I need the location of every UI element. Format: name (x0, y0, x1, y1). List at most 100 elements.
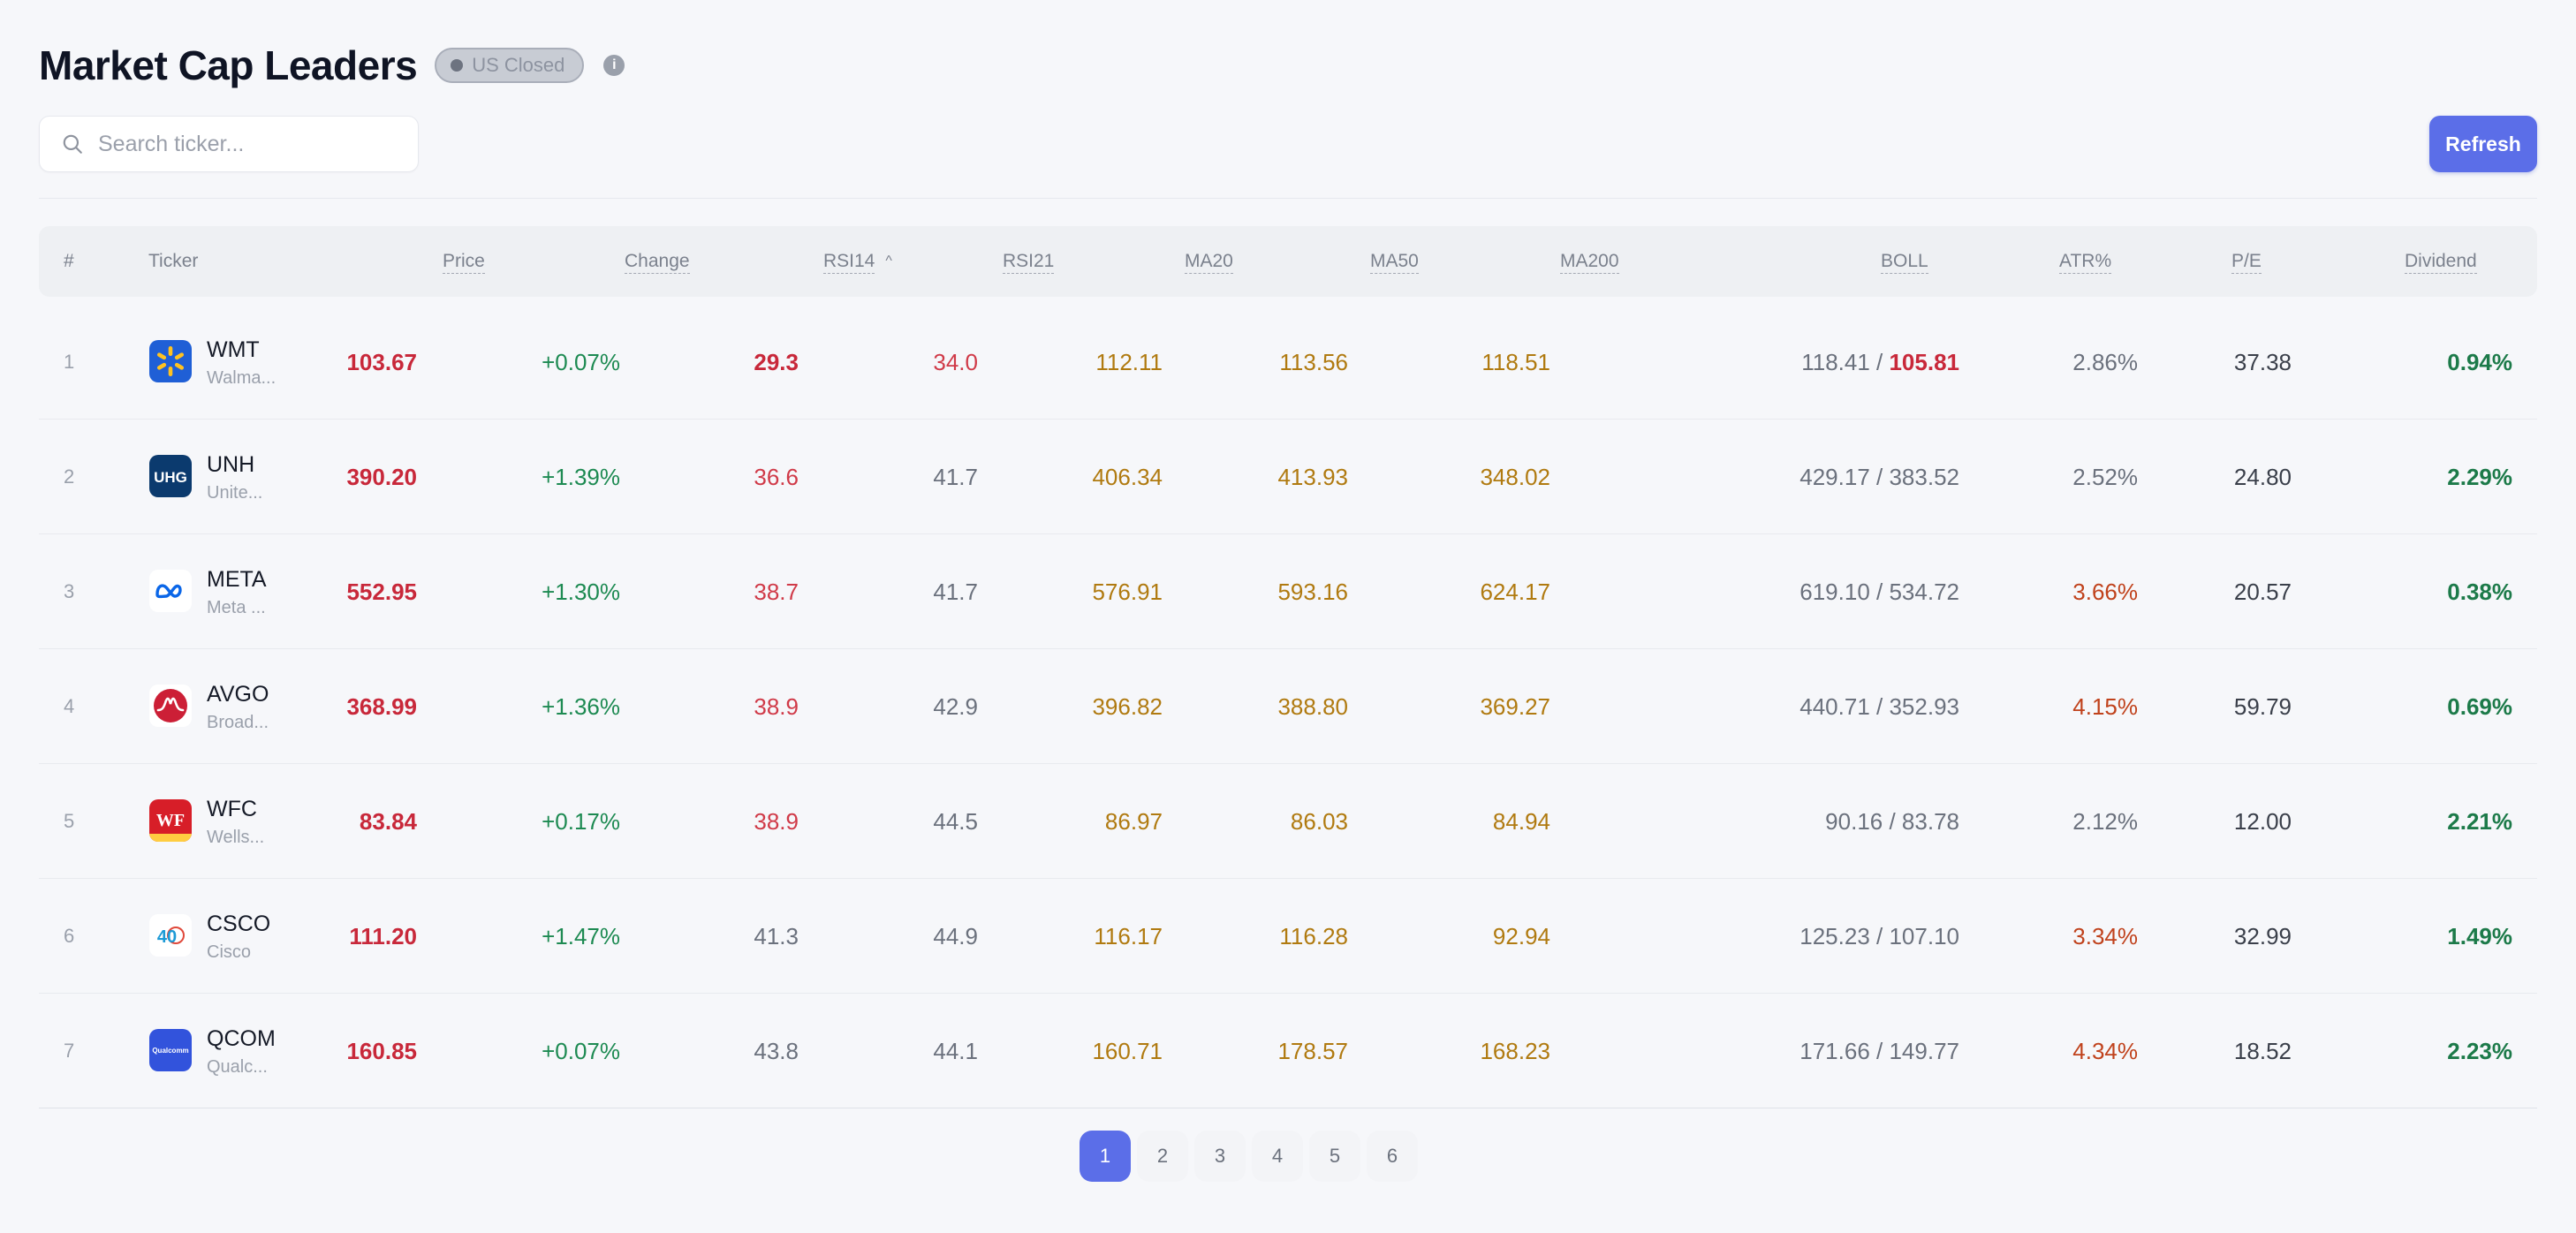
dividend-cell: 2.23% (2447, 1038, 2512, 1064)
ma200-cell: 92.94 (1492, 923, 1550, 949)
market-status-label: US Closed (472, 54, 565, 76)
change-cell: +1.47% (542, 923, 620, 949)
price-cell: 160.85 (346, 1038, 417, 1064)
refresh-button[interactable]: Refresh (2429, 116, 2537, 172)
ma20-cell: 396.82 (1092, 693, 1163, 720)
column-header-ma50-label: MA50 (1370, 251, 1419, 274)
column-header-pe[interactable]: P/E (2231, 226, 2262, 297)
change-cell: +0.07% (542, 1038, 620, 1064)
boll-cell: 90.16 / 83.78 (1825, 764, 1959, 879)
table-row[interactable]: 3 META Meta ... 552.95 +1.30% 38.7 41.7 … (39, 534, 2537, 649)
ticker-symbol: AVGO (207, 682, 269, 707)
boll-upper: 440.71 (1799, 693, 1870, 720)
dividend-cell: 2.29% (2447, 464, 2512, 490)
rsi14-cell: 38.9 (754, 808, 799, 835)
boll-upper: 125.23 (1799, 923, 1870, 949)
dividend-cell: 0.69% (2447, 693, 2512, 720)
column-header-pe-label: P/E (2231, 251, 2262, 274)
table-row[interactable]: 5 WF WFC Wells... 83.84 +0.17% 38.9 44.5… (39, 764, 2537, 879)
change-cell: +1.30% (542, 579, 620, 605)
column-header-price[interactable]: Price (443, 226, 485, 297)
table-row[interactable]: 2 UHG UNH Unite... 390.20 +1.39% 36.6 41… (39, 420, 2537, 534)
price-cell: 103.67 (346, 349, 417, 375)
boll-lower: 534.72 (1889, 579, 1959, 605)
price-cell: 552.95 (346, 579, 417, 605)
table-row[interactable]: 4 AVGO Broad... 368.99 +1.36% 38.9 42.9 … (39, 649, 2537, 764)
boll-separator: / (1869, 579, 1890, 605)
price-cell: 368.99 (346, 693, 417, 720)
search-box[interactable] (39, 116, 419, 172)
price-cell: 111.20 (349, 923, 417, 949)
boll-lower: 83.78 (1901, 808, 1959, 835)
title-row: Market Cap Leaders US Closed i (39, 39, 625, 92)
column-header-dividend[interactable]: Dividend (2405, 226, 2477, 297)
boll-separator: / (1883, 808, 1902, 835)
page-button-3[interactable]: 3 (1194, 1131, 1246, 1182)
dividend-cell: 1.49% (2447, 923, 2512, 949)
page-button-5[interactable]: 5 (1309, 1131, 1360, 1182)
info-icon[interactable]: i (603, 55, 625, 76)
search-input[interactable] (96, 130, 400, 158)
walmart-logo-icon (149, 340, 192, 382)
column-header-ma20[interactable]: MA20 (1185, 226, 1233, 297)
column-header-ma50[interactable]: MA50 (1370, 226, 1419, 297)
boll-lower: 107.10 (1889, 923, 1959, 949)
table-row[interactable]: 7 Qualcomm QCOM Qualc... 160.85 +0.07% 4… (39, 994, 2537, 1108)
pe-cell: 24.80 (2233, 464, 2292, 490)
column-header-rsi21[interactable]: RSI21 (1003, 226, 1055, 297)
ma20-cell: 406.34 (1092, 464, 1163, 490)
ticker-symbol: CSCO (207, 912, 271, 936)
uhg-logo-icon: UHG (149, 455, 192, 497)
rank-cell: 5 (64, 810, 75, 832)
company-name: Unite... (207, 483, 263, 503)
company-name: Walma... (207, 368, 277, 388)
atr-cell: 3.66% (2072, 579, 2138, 605)
table-header: # Ticker Price Change RSI14 ^ RSI21 MA20 … (39, 226, 2537, 297)
company-name: Broad... (207, 713, 269, 732)
atr-cell: 2.86% (2072, 349, 2138, 375)
boll-upper: 619.10 (1799, 579, 1870, 605)
column-header-ma200-label: MA200 (1560, 251, 1619, 274)
column-header-change[interactable]: Change (625, 226, 690, 297)
market-status-badge: US Closed (435, 48, 585, 83)
boll-lower: 105.81 (1889, 349, 1959, 375)
column-header-atr[interactable]: ATR% (2059, 226, 2112, 297)
rsi21-cell: 44.5 (933, 808, 978, 835)
page-button-2[interactable]: 2 (1137, 1131, 1188, 1182)
rsi14-cell: 43.8 (754, 1038, 799, 1064)
page-button-4[interactable]: 4 (1252, 1131, 1303, 1182)
column-header-ma20-label: MA20 (1185, 251, 1233, 274)
column-header-boll[interactable]: BOLL (1881, 226, 1928, 297)
boll-cell: 440.71 / 352.93 (1799, 649, 1959, 764)
atr-cell: 3.34% (2072, 923, 2138, 949)
boll-cell: 619.10 / 534.72 (1799, 534, 1959, 649)
company-name: Cisco (207, 942, 252, 962)
ticker-symbol: WFC (207, 797, 257, 821)
change-cell: +0.07% (542, 349, 620, 375)
column-header-boll-label: BOLL (1881, 251, 1928, 274)
boll-cell: 171.66 / 149.77 (1799, 994, 1959, 1108)
table-row[interactable]: 6 40 CSCO Cisco 111.20 +1.47% 41.3 44.9 … (39, 879, 2537, 994)
rsi21-cell: 44.1 (933, 1038, 978, 1064)
divider (39, 198, 2537, 199)
cisco-logo-text: 40 (157, 927, 177, 947)
ma200-cell: 348.02 (1480, 464, 1550, 490)
boll-lower: 383.52 (1889, 464, 1959, 490)
boll-cell: 429.17 / 383.52 (1799, 420, 1959, 534)
column-header-ma200[interactable]: MA200 (1560, 226, 1619, 297)
column-header-dividend-label: Dividend (2405, 251, 2477, 274)
pe-cell: 59.79 (2233, 693, 2292, 720)
wells-fargo-logo-icon: WF (149, 799, 192, 842)
table-row[interactable]: 1 WMT Walma... 103.67 +0.07% (39, 305, 2537, 420)
ticker-symbol: WMT (207, 337, 260, 362)
change-cell: +1.36% (542, 693, 620, 720)
ma50-cell: 413.93 (1277, 464, 1348, 490)
pe-cell: 20.57 (2233, 579, 2292, 605)
company-name: Qualc... (207, 1057, 268, 1077)
search-icon (63, 134, 82, 154)
column-header-rsi14[interactable]: RSI14 ^ (823, 226, 892, 297)
table-body: 1 WMT Walma... 103.67 +0.07% (39, 305, 2537, 1108)
page-button-6[interactable]: 6 (1367, 1131, 1418, 1182)
page-button-1[interactable]: 1 (1080, 1131, 1131, 1182)
ma200-cell: 168.23 (1480, 1038, 1550, 1064)
